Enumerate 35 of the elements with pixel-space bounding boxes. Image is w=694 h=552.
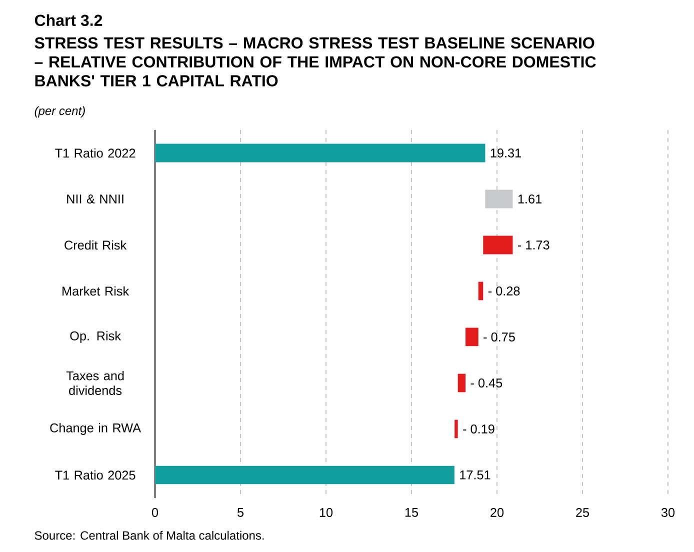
y-tick-label: T1 Ratio 2025 [55,470,136,480]
y-tick-label: T1 Ratio 2022 [55,148,136,158]
data-label: 19.31 [490,148,521,158]
bar [485,190,513,208]
x-tick-label: 0 [152,508,158,517]
x-tick-label: 20 [490,508,504,517]
chart-subtitle: STRESS TEST RESULTS – MACRO STRESS TEST BASELINE SCENARIO – RELATIVE CONTRIBUTION OF THE IMPACT ON NON-CORE DOMESTIC BANKS' TIER 1 CAPITAL RATIO [34,37,596,86]
x-tick-label: 30 [661,508,675,517]
y-tick-label: Op. Risk [70,331,121,343]
text: (per cent) [34,106,85,118]
y-tick-label: NII & NNII [67,194,124,204]
data-label: - 0.75 [484,332,515,342]
data-label: 17.51 [460,470,490,480]
x-tick-label: 15 [405,508,418,517]
source-note: Source: Central Bank of Malta calculations. [34,530,264,540]
y-tick-label: Change in RWA [50,423,142,435]
chart-title: Chart 3.2 [34,14,102,26]
bar [155,466,454,484]
data-label: - 0.28 [488,286,520,296]
y-tick-label: Taxes and dividends [66,371,124,395]
x-tick-label: 25 [576,508,590,517]
bar [478,282,484,300]
data-label: - 0.19 [463,424,494,434]
data-label: - 0.45 [470,378,502,388]
x-tick-label: 10 [320,508,333,517]
data-label: 1.61 [518,194,542,204]
bar [483,236,513,254]
bar [466,328,478,346]
bar [454,420,458,438]
bar [458,374,466,392]
y-tick-label: Market Risk [62,286,130,296]
data-label: - 1.73 [518,240,550,250]
y-tick-label: Credit Risk [64,240,127,250]
x-tick-label: 5 [237,508,244,517]
bar [155,144,486,162]
